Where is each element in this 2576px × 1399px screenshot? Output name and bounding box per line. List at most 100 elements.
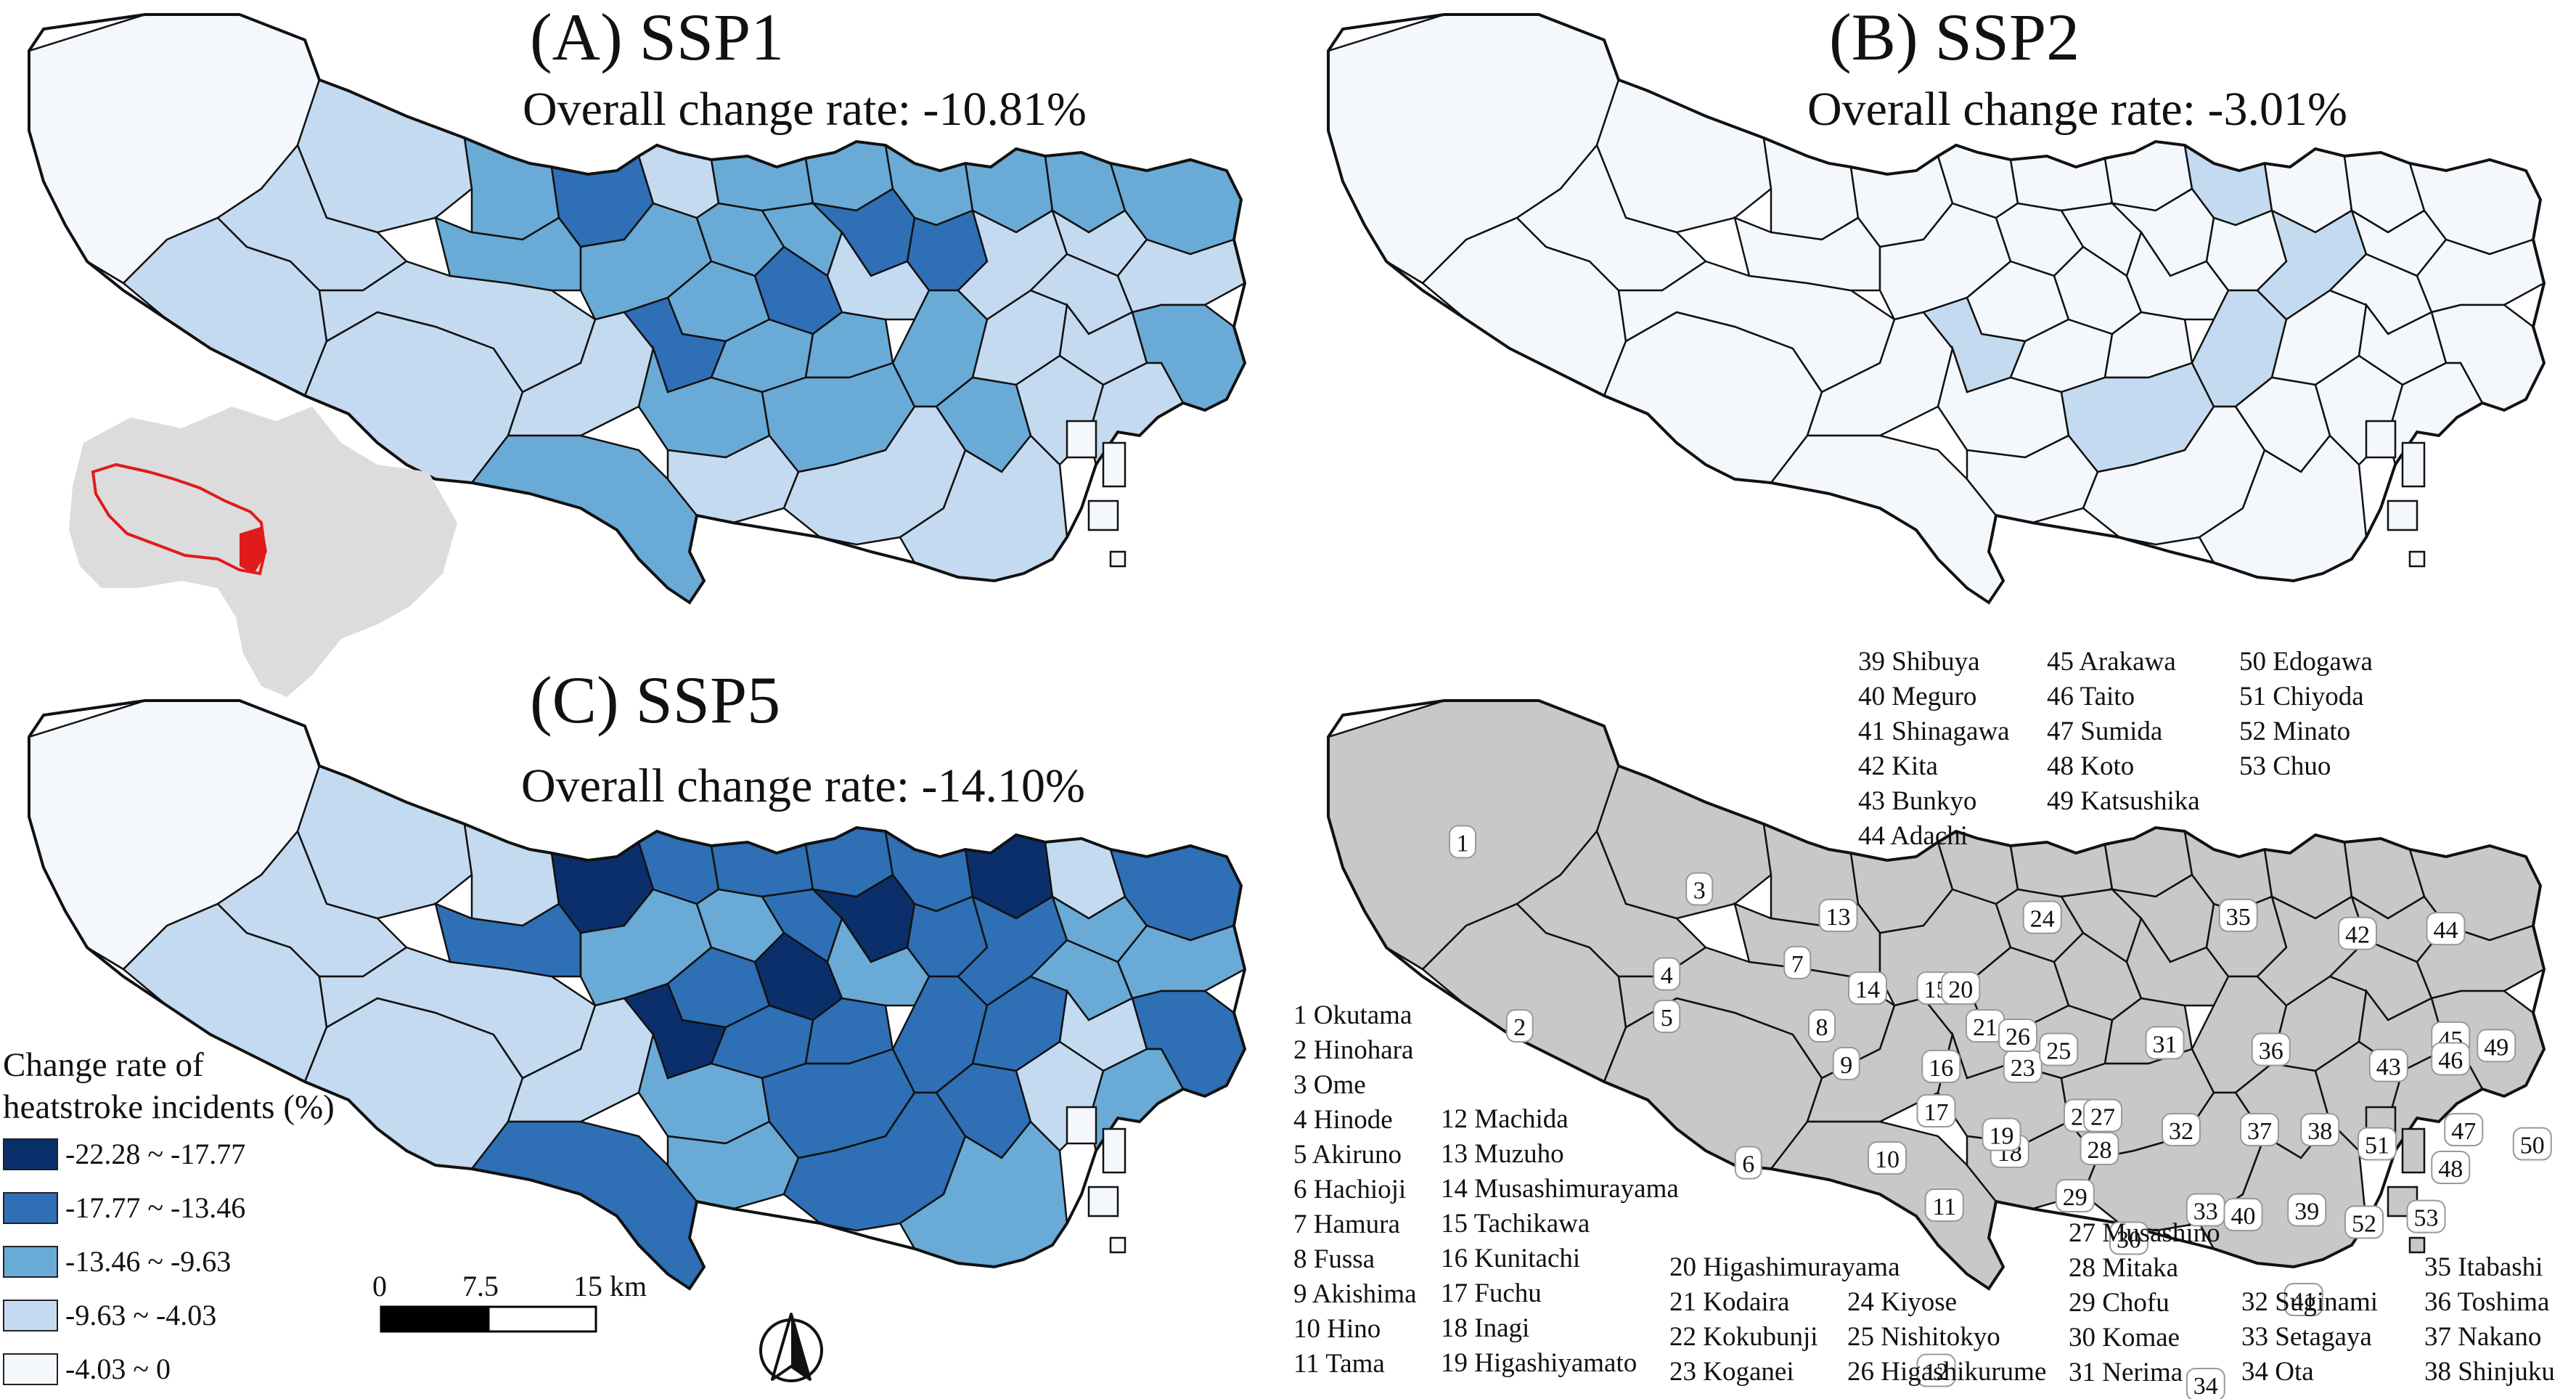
map-number-label: 2 — [1513, 1014, 1526, 1041]
panel-a-title: (A) SSP1 — [530, 0, 785, 74]
map-number-badge — [2512, 1127, 2552, 1161]
district-label: 25 Nishitokyo — [1847, 1322, 2000, 1352]
map-number-badge — [1916, 1353, 1956, 1387]
municipality-polygon — [710, 155, 814, 212]
district-label: 6 Hachioji — [1293, 1175, 1407, 1204]
map-number-label: 14 — [1855, 976, 1880, 1003]
map-number-badge — [1818, 898, 1858, 932]
legend-title: Change rate of heatstroke incidents (%) — [3, 1044, 335, 1128]
district-label: 38 Shinjuku — [2424, 1357, 2555, 1387]
municipality-polygon — [2009, 155, 2114, 212]
map-number-label: 19 — [1990, 1123, 2014, 1150]
legend-title-line1: Change rate of — [3, 1046, 204, 1084]
map-number-label: 16 — [1929, 1055, 1953, 1082]
district-label: 44 Adachi — [1858, 821, 1968, 851]
map-number-badge — [2358, 1127, 2397, 1161]
bay-landfill — [1066, 1106, 1097, 1145]
map-number-badge — [1653, 1000, 1681, 1033]
district-label: 46 Taito — [2047, 682, 2135, 711]
bay-landfill — [1109, 1236, 1127, 1254]
district-label: 37 Nakano — [2424, 1322, 2542, 1352]
map-number-label: 46 — [2438, 1048, 2463, 1074]
map-number-label: 27 — [2090, 1104, 2115, 1131]
map-number-label: 29 — [2063, 1184, 2088, 1211]
district-label: 33 Setagaya — [2241, 1322, 2372, 1352]
bay-landfill — [1066, 420, 1097, 459]
map-number-label: 47 — [2451, 1118, 2476, 1145]
map-number-label: 5 — [1661, 1005, 1673, 1032]
map-number-label: 44 — [2434, 917, 2458, 944]
district-label: 9 Akishima — [1293, 1279, 1417, 1309]
district-label: 43 Bunkyo — [1858, 786, 1977, 816]
map-number-badge — [1653, 957, 1681, 991]
municipality-polygon — [710, 841, 814, 898]
municipality-polygon — [434, 902, 582, 978]
municipality-polygon — [1733, 216, 1881, 292]
district-label: 17 Fuchu — [1441, 1278, 1542, 1308]
district-label: 41 Shinagawa — [1858, 717, 2010, 746]
bay-landfill — [2387, 499, 2418, 531]
legend-label: -22.28 ~ -17.77 — [65, 1138, 246, 1170]
district-label: 7 Hamura — [1293, 1210, 1400, 1239]
district-list-col2: 12 Machida 13 Muzuho 14 Musashimurayama 15 … — [1441, 1102, 1679, 1381]
district-label: 19 Higashiyamato — [1441, 1348, 1637, 1378]
district-label: 1 Okutama — [1293, 1000, 1412, 1030]
district-label: 31 Nerima — [2069, 1358, 2183, 1387]
map-number-badge — [2055, 1179, 2095, 1212]
bay-landfill — [2401, 1127, 2426, 1174]
district-label: 8 Fussa — [1293, 1244, 1375, 1274]
map-number-label: 37 — [2247, 1118, 2272, 1145]
map-number-label: 43 — [2376, 1054, 2401, 1081]
map-number-label: 23 — [2011, 1055, 2035, 1082]
district-label: 34 Ota — [2241, 1357, 2314, 1387]
scale-label-mid: 7.5 — [462, 1270, 499, 1302]
map-number-badge — [2083, 1098, 2122, 1133]
scale-bar — [380, 1305, 597, 1333]
map-number-badge — [1505, 1009, 1534, 1043]
map-number-label: 26 — [2005, 1024, 2030, 1051]
map-number-label: 7 — [1791, 951, 1804, 978]
map-number-badge — [2080, 1132, 2119, 1165]
map-number-badge — [1832, 1047, 1860, 1080]
map-number-label: 4 — [1661, 963, 1673, 990]
municipality-polygon — [318, 260, 597, 393]
map-number-badge — [2039, 1032, 2079, 1066]
map-number-badge — [2109, 1221, 2148, 1255]
municipality-polygon — [434, 216, 582, 292]
district-label: 14 Musashimurayama — [1441, 1174, 1679, 1204]
map-number-badge — [2251, 1032, 2291, 1066]
map-number-label: 9 — [1840, 1052, 1852, 1079]
district-label: 2 Hinohara — [1293, 1035, 1414, 1065]
map-number-badge — [2283, 1283, 2323, 1316]
municipality-polygon — [1762, 136, 1860, 241]
municipality-polygon — [318, 946, 597, 1080]
district-label: 35 Itabashi — [2424, 1252, 2543, 1282]
map-number-label: 1 — [1457, 831, 1469, 857]
north-arrow-icon — [759, 1313, 823, 1382]
district-label: 45 Arakawa — [2047, 647, 2176, 677]
map-number-badge — [2145, 1026, 2185, 1060]
map-number-label: 36 — [2259, 1038, 2283, 1065]
map-number-badge — [2300, 1113, 2340, 1146]
district-label: 32 Suginami — [2241, 1287, 2379, 1317]
district-label: 12 Machida — [1441, 1104, 1569, 1134]
bay-landfill — [1109, 550, 1127, 568]
map-number-label: 3 — [1693, 878, 1706, 905]
district-label: 23 Koganei — [1669, 1357, 1794, 1387]
bay-landfill — [2408, 550, 2426, 568]
scale-label-zero: 0 — [372, 1270, 387, 1302]
district-label: 36 Toshima — [2424, 1287, 2550, 1317]
map-number-badge — [1449, 825, 1476, 859]
map-number-badge — [2218, 898, 2258, 932]
legend-swatch — [3, 1246, 58, 1278]
bay-landfill — [1087, 499, 1119, 531]
legend-swatch — [3, 1353, 58, 1385]
map-number-label: 13 — [1826, 904, 1851, 931]
district-label: 10 Hino — [1293, 1314, 1381, 1344]
municipality-polygon — [1617, 260, 1896, 393]
map-number-badge — [1685, 872, 1714, 906]
map-number-label: 39 — [2294, 1199, 2319, 1225]
inset-tokyo-outline — [91, 462, 267, 576]
bay-landfill — [2401, 441, 2426, 488]
